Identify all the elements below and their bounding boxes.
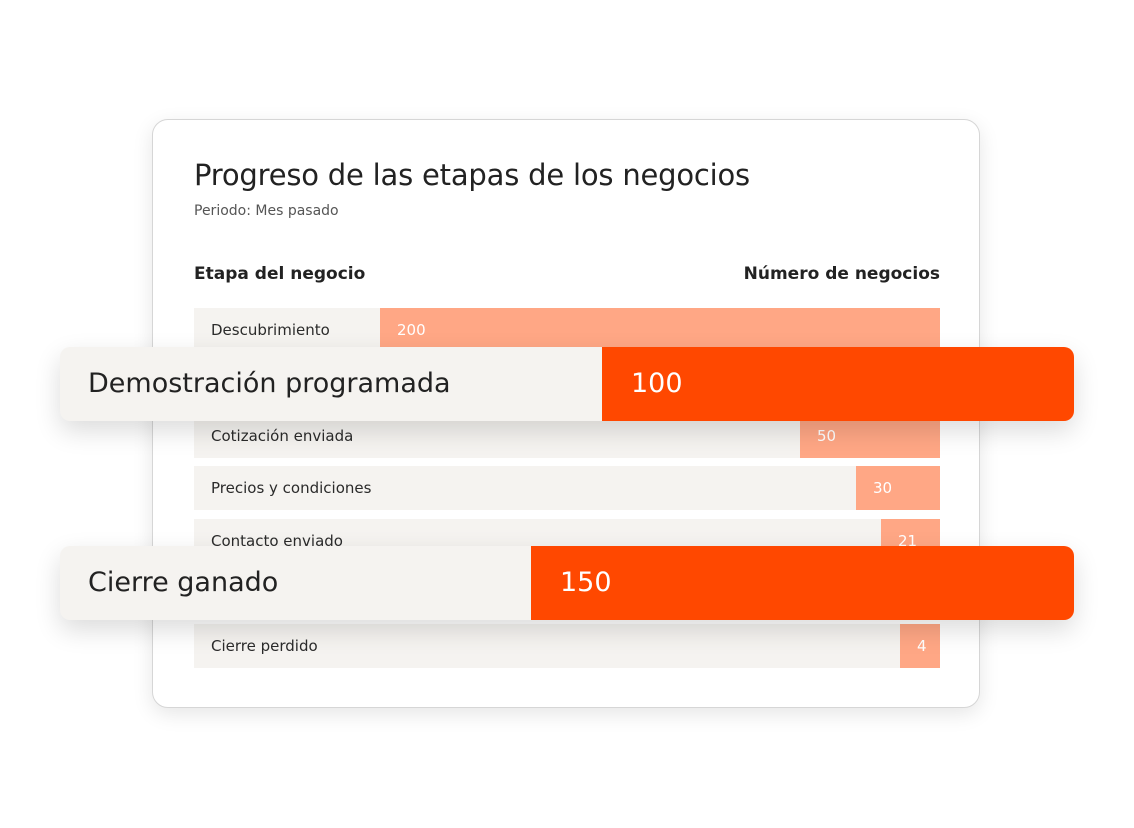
column-header-stage: Etapa del negocio [194, 264, 366, 284]
highlight-bar [602, 347, 1074, 421]
bar-label: Precios y condiciones [211, 479, 372, 497]
chart-subtitle: Periodo: Mes pasado [194, 203, 339, 219]
highlight-bar [531, 546, 1074, 620]
bar-row: Cierre perdido 4 [194, 624, 940, 668]
bar-label: Contacto enviado [211, 532, 343, 550]
highlight-row: Demostración programada 100 [60, 347, 1074, 421]
bar [856, 466, 940, 510]
bar [900, 624, 940, 668]
bar-value: 30 [873, 479, 893, 497]
bar-value: 50 [817, 427, 837, 445]
bar [800, 414, 940, 458]
bar-row: Descubrimiento 200 [194, 308, 940, 352]
bar-label: Cotización enviada [211, 427, 354, 445]
bar-value: 21 [898, 532, 918, 550]
highlight-row: Cierre ganado 150 [60, 546, 1074, 620]
bar-row: Cotización enviada 50 [194, 414, 940, 458]
bar [380, 308, 940, 352]
bar-label: Cierre perdido [211, 637, 318, 655]
bar-row: Precios y condiciones 30 [194, 466, 940, 510]
column-header-count: Número de negocios [743, 264, 940, 284]
highlight-label: Demostración programada [88, 368, 451, 399]
highlight-value: 150 [560, 567, 612, 598]
bar-label: Descubrimiento [211, 321, 330, 339]
highlight-label: Cierre ganado [88, 567, 279, 598]
bar-value: 200 [397, 321, 426, 339]
chart-title: Progreso de las etapas de los negocios [194, 158, 750, 192]
bar-value: 4 [917, 637, 927, 655]
highlight-value: 100 [631, 368, 683, 399]
